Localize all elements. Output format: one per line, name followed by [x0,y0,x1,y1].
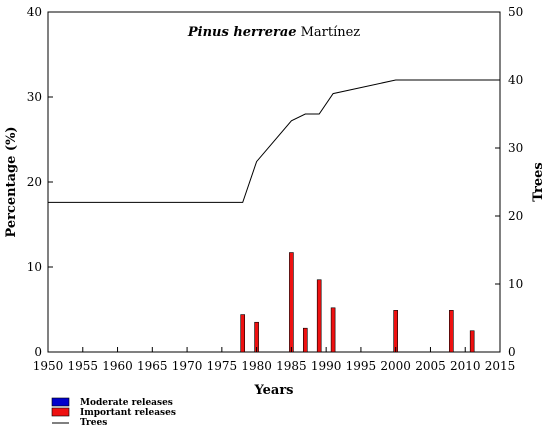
x-tick-label: 1985 [276,359,307,373]
x-tick-label: 1980 [241,359,272,373]
x-tick-label: 1950 [33,359,64,373]
y-left-tick-label: 40 [27,5,42,19]
legend-swatch [51,407,70,417]
legend-label: Moderate releases [80,398,173,408]
important-release-bar [289,252,294,353]
important-release-bar [302,327,308,353]
y-axis-right: 0 10 20 30 40 50 [495,5,523,359]
important-release-bar [469,330,475,353]
chart-title: Pinus herrerae Martínez [187,25,360,40]
lines-layer [48,79,500,203]
x-tick-label: 2010 [450,359,481,373]
y-right-tick-label: 50 [508,5,523,19]
x-axis: 1950 1955 1960 1965 1970 1975 1980 1985 1990 1995… [33,347,516,373]
chart-title-author: Martínez [301,25,361,40]
legend-swatch [51,397,70,407]
legend-label: Important releases [80,408,176,418]
plot-frame [47,11,501,353]
x-axis-title: Years [253,383,293,398]
y-axis-right-title: Trees [531,162,546,201]
important-release-bar [449,310,454,353]
legend-label: Trees [80,418,107,428]
y-left-tick-label: 0 [34,345,42,359]
x-tick-label: 2005 [415,359,446,373]
x-tick-label: 1955 [67,359,98,373]
bars-layer [240,252,475,353]
y-right-tick-label: 30 [508,141,523,155]
y-right-tick-label: 20 [508,209,523,223]
x-tick-label: 1965 [137,359,168,373]
important-release-bar [316,279,322,353]
important-release-bar [393,310,398,353]
y-right-tick-label: 40 [508,73,523,87]
y-right-tick-label: 10 [508,277,523,291]
y-left-tick-label: 30 [27,90,42,104]
y-left-tick-label: 20 [27,175,42,189]
chart-title-species: Pinus herrerae [187,25,297,40]
x-tick-label: 2000 [380,359,411,373]
important-release-bar [330,307,336,353]
x-tick-label: 2015 [485,359,516,373]
y-axis-left-title: Percentage (%) [4,126,19,237]
x-tick-label: 1975 [207,359,238,373]
y-left-tick-label: 10 [27,260,42,274]
important-release-bar [240,314,246,353]
y-axis-left: 0 10 20 30 40 [27,5,53,359]
y-right-tick-label: 0 [508,345,516,359]
x-tick-label: 1995 [346,359,377,373]
x-tick-label: 1970 [172,359,203,373]
trees-line [48,79,500,203]
x-tick-label: 1960 [102,359,133,373]
x-tick-label: 1990 [311,359,342,373]
